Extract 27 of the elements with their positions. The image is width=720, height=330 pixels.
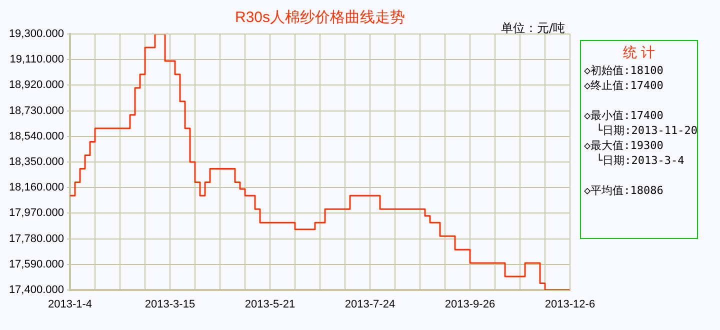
y-tick-label: 18,540.000 bbox=[8, 130, 64, 142]
x-tick-label: 2013-12-6 bbox=[544, 298, 596, 311]
text: ◇初始值:18100 bbox=[584, 63, 664, 78]
text: ◇终止值:17400 bbox=[584, 78, 664, 93]
y-tick-label: 19,110.000 bbox=[10, 54, 64, 66]
x-tick-label: 2013-7-24 bbox=[344, 298, 396, 311]
x-tick-label: 2013-1-4 bbox=[48, 298, 92, 311]
y-tick-label: 18,730.000 bbox=[8, 104, 64, 117]
y-tick-label: 18,350.000 bbox=[8, 156, 64, 168]
text: 统 计 bbox=[622, 44, 656, 63]
text: ◇最大值:19300 bbox=[584, 138, 664, 153]
x-tick-label: 2013-9-26 bbox=[444, 298, 496, 311]
x-tick-label: 2013-5-21 bbox=[244, 298, 296, 311]
y-tick-label: 17,400.000 bbox=[8, 284, 64, 296]
y-tick-label: 17,970.000 bbox=[8, 207, 64, 220]
y-tick-label: 18,920.000 bbox=[8, 79, 64, 92]
text: └日期:2013-3-4 bbox=[595, 153, 686, 168]
text: ◇平均值:18086 bbox=[584, 183, 664, 198]
chart-subtitle: 单位：元/吨 bbox=[500, 20, 565, 37]
y-tick-label: 17,590.000 bbox=[8, 258, 64, 270]
text: ◇最小值:17400 bbox=[584, 108, 664, 123]
text: └日期:2013-11-20 bbox=[595, 123, 698, 138]
y-tick-label: 18,160.000 bbox=[8, 182, 64, 194]
x-tick-label: 2013-3-15 bbox=[144, 298, 196, 311]
y-tick-label: 17,780.000 bbox=[8, 232, 64, 245]
chart-title: R30s人棉纱价格曲线走势 bbox=[234, 8, 406, 27]
y-tick-label: 19,300.000 bbox=[8, 28, 64, 40]
